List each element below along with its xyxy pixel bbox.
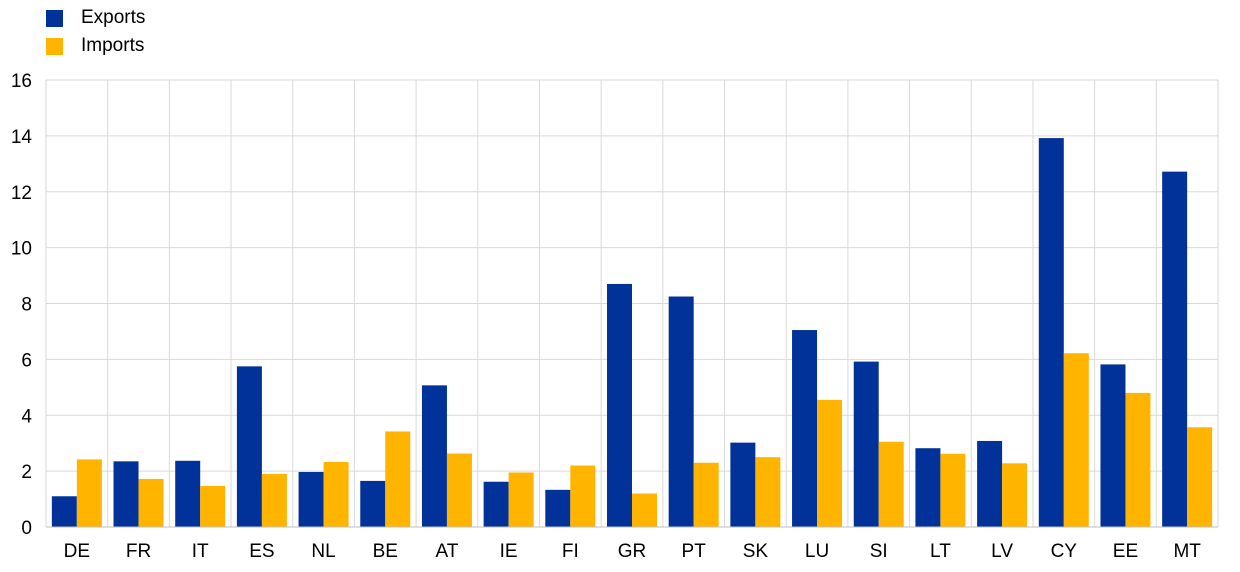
x-tick-label: LT <box>930 541 951 562</box>
legend-swatch-exports <box>46 9 63 27</box>
x-tick-label: SK <box>743 541 769 562</box>
bar-imports-lv <box>1002 463 1028 527</box>
x-tick-label: DE <box>64 541 90 562</box>
bar-imports-it <box>200 485 226 527</box>
x-tick-label: MT <box>1173 541 1201 562</box>
bar-imports-at <box>446 453 472 527</box>
bar-imports-sk <box>755 457 781 527</box>
bar-exports-fi <box>545 489 571 527</box>
y-tick-label: 6 <box>21 350 32 371</box>
bar-exports-be <box>360 480 386 527</box>
x-tick-label: GR <box>618 541 647 562</box>
x-tick-label: AT <box>436 541 459 562</box>
x-tick-label: LU <box>805 541 829 562</box>
bar-imports-lu <box>817 399 843 527</box>
bar-imports-ie <box>508 472 534 527</box>
bar-exports-de <box>51 496 77 527</box>
y-tick-label: 8 <box>21 295 32 316</box>
legend-label-imports: Imports <box>81 35 145 56</box>
x-tick-label: PT <box>682 541 707 562</box>
y-tick-label: 10 <box>11 239 32 260</box>
x-tick-label: BE <box>373 541 398 562</box>
y-tick-label: 16 <box>11 71 32 92</box>
bar-exports-gr <box>607 283 632 527</box>
bar-exports-ie <box>483 481 509 527</box>
bar-exports-cy <box>1038 138 1064 528</box>
bar-exports-es <box>236 366 262 527</box>
x-tick-label: IT <box>192 541 209 562</box>
bar-exports-si <box>853 361 879 527</box>
legend-swatch-imports <box>46 37 63 55</box>
x-tick-label: SI <box>870 541 888 562</box>
x-tick-label: FR <box>126 541 151 562</box>
bar-imports-be <box>385 431 411 527</box>
x-tick-label: LV <box>991 541 1013 562</box>
x-tick-label: ES <box>249 541 274 562</box>
bars <box>51 138 1213 528</box>
bar-imports-cy <box>1063 353 1089 527</box>
bar-imports-nl <box>323 461 349 527</box>
bar-exports-ee <box>1100 364 1126 527</box>
bar-exports-at <box>421 385 447 527</box>
bar-exports-lu <box>792 330 818 527</box>
y-tick-label: 4 <box>21 406 32 427</box>
legend-item-imports: Imports <box>46 32 145 60</box>
bar-imports-es <box>261 473 287 527</box>
bar-imports-gr <box>632 493 657 527</box>
y-tick-label: 2 <box>21 462 32 483</box>
bar-imports-lt <box>940 453 966 527</box>
y-axis-ticks: 0 2 4 6 8 10 12 14 16 <box>11 71 33 539</box>
bar-exports-sk <box>730 442 756 527</box>
x-tick-label: IE <box>500 541 518 562</box>
bar-exports-fr <box>113 461 139 527</box>
bar-exports-pt <box>668 296 694 527</box>
bar-exports-lv <box>977 440 1003 527</box>
x-axis-ticks: DE FR IT ES NL BE AT IE FI GR PT SK LU SI LT LV CY EE MT <box>64 541 1202 562</box>
x-tick-label: CY <box>1051 541 1078 562</box>
bar-imports-fi <box>570 465 596 527</box>
bar-imports-fr <box>138 478 164 527</box>
bar-imports-mt <box>1187 427 1213 527</box>
legend-label-exports: Exports <box>81 7 146 28</box>
bar-imports-si <box>878 441 904 527</box>
bar-imports-ee <box>1125 392 1151 527</box>
y-tick-label: 14 <box>11 127 33 148</box>
x-tick-label: EE <box>1113 541 1138 562</box>
y-tick-label: 0 <box>21 518 32 539</box>
x-tick-label: FI <box>562 541 579 562</box>
x-tick-label: NL <box>311 541 335 562</box>
bar-imports-de <box>76 459 102 527</box>
bar-exports-lt <box>915 448 941 527</box>
bar-imports-pt <box>693 462 719 527</box>
legend: Exports Imports <box>46 4 145 60</box>
y-tick-label: 12 <box>11 183 32 204</box>
bar-exports-it <box>175 460 201 527</box>
bar-exports-mt <box>1162 171 1188 527</box>
legend-item-exports: Exports <box>46 4 145 32</box>
bar-exports-nl <box>298 471 324 527</box>
